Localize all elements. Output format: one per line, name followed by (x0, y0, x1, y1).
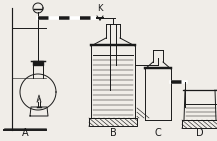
Text: B: B (110, 128, 116, 138)
Text: A: A (22, 128, 28, 138)
Text: K: K (97, 4, 103, 13)
Text: D: D (196, 128, 204, 138)
Text: C: C (155, 128, 161, 138)
